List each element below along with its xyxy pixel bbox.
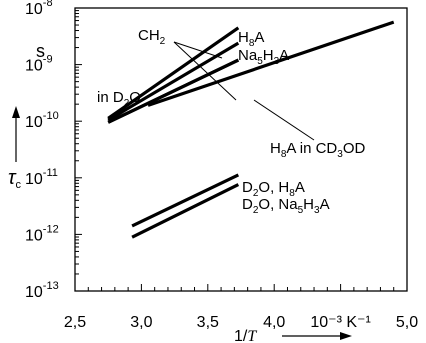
x-tick-label: 3,0 xyxy=(130,314,152,331)
series-line-6 xyxy=(132,175,238,226)
label-h8a-cd3od: H8A in CD3OD xyxy=(270,140,365,160)
y-tick-label: 10-13 xyxy=(25,280,59,301)
y-tick-label: 10-11 xyxy=(25,167,58,188)
x-tick-label: 5,0 xyxy=(396,314,418,331)
label-d2o-na5h3a: D2O, Na5H3A xyxy=(242,196,330,216)
y-axis-arrow-head xyxy=(12,106,20,118)
y-tick-label: 10-10 xyxy=(25,110,59,131)
x-tick-label: 3,5 xyxy=(197,314,219,331)
x-axis-label: 1/T xyxy=(234,328,257,343)
y-unit-label: s xyxy=(36,41,45,61)
x-axis-arrow-head xyxy=(340,332,352,340)
x-tick-label: 4,0 xyxy=(263,314,285,331)
y-ticks xyxy=(75,11,82,291)
series-line-7 xyxy=(132,185,238,238)
leader-cd3od xyxy=(254,100,314,140)
x-tick-label: 2,5 xyxy=(64,314,86,331)
y-tick-label: 10-12 xyxy=(25,223,59,244)
y-tick-label: 10-8 xyxy=(25,0,53,18)
x-ticks xyxy=(75,284,407,291)
x-unit-label: 10⁻³ K⁻¹ xyxy=(310,314,370,331)
series-line-4 xyxy=(108,60,238,122)
y-axis-label: τc xyxy=(8,167,21,191)
label-h8a: H8A xyxy=(238,29,264,49)
label-ch2: CH2 xyxy=(138,27,166,47)
label-na5h3a: Na5H3A xyxy=(238,47,289,67)
